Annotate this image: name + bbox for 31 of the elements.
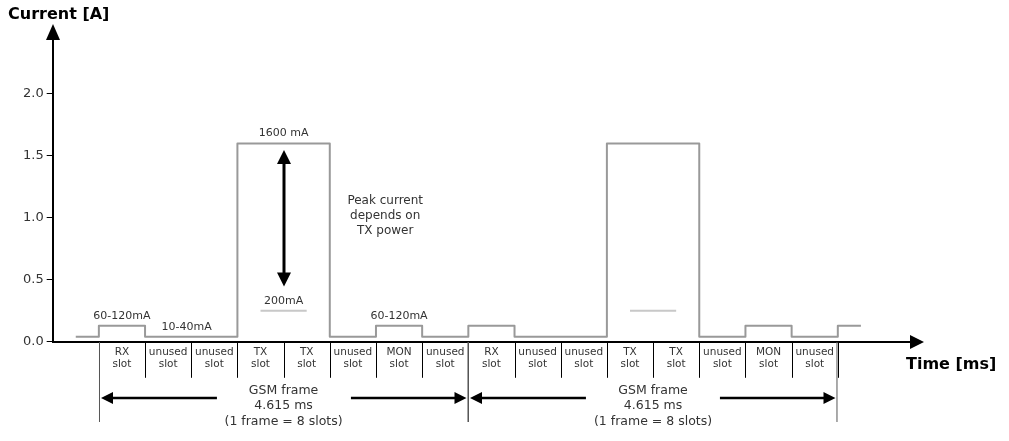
x-tick-label: unused slot [795, 344, 834, 370]
x-tick-label: RX slot [481, 344, 501, 370]
x-tick-label: TX slot [297, 344, 317, 370]
annotation: 10-40mA [161, 319, 212, 334]
x-tick-label: unused slot [703, 344, 742, 370]
y-tick-label: 0.0 [22, 333, 44, 349]
y-tick-label: 1.5 [22, 147, 44, 163]
x-tick-label: unused slot [518, 344, 557, 370]
x-tick-label: MON slot [386, 344, 412, 370]
y-axis-title: Current [A] [8, 4, 110, 23]
annotation: Peak current depends on TX power [344, 193, 427, 238]
y-tick-label: 1.0 [22, 209, 44, 225]
annotation: 60-120mA [93, 308, 151, 323]
x-tick-label: unused slot [148, 344, 188, 370]
x-tick-label: unused slot [564, 344, 604, 370]
text: GSM frame 4.615 ms (1 frame = 8 slots) [585, 381, 721, 429]
x-tick-label: unused slot [333, 344, 373, 370]
x-tick-label: RX slot [112, 344, 132, 370]
text: GSM frame 4.615 ms (1 frame = 8 slots) [216, 381, 351, 429]
x-tick-label: TX slot [620, 344, 640, 370]
x-tick-label: TX slot [251, 344, 270, 370]
x-tick-label: TX slot [666, 344, 686, 370]
x-tick-label: unused slot [425, 344, 465, 370]
x-tick-label: unused slot [195, 344, 234, 370]
annotation: 1600 mA [258, 126, 309, 141]
y-tick-label: 2.0 [22, 85, 44, 101]
annotation: 60-120mA [370, 308, 428, 323]
annotation: 200mA [263, 293, 304, 308]
x-tick-label: MON slot [755, 344, 782, 370]
y-tick-label: 0.5 [22, 271, 44, 287]
x-axis-title: Time [ms] [906, 353, 997, 373]
